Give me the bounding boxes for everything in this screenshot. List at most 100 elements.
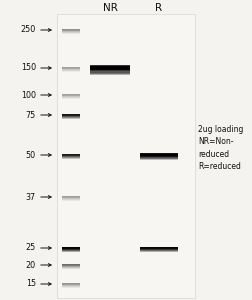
Bar — [62, 33, 80, 34]
Bar — [62, 115, 80, 116]
Bar — [90, 69, 130, 70]
Bar — [62, 98, 80, 99]
Bar — [90, 72, 130, 73]
Bar — [62, 68, 80, 69]
Bar — [90, 74, 130, 75]
Bar — [62, 30, 80, 31]
Bar — [62, 265, 80, 266]
Bar — [62, 29, 80, 30]
Bar — [90, 71, 130, 72]
Bar — [140, 248, 178, 249]
Bar — [140, 153, 178, 154]
Bar — [140, 154, 178, 155]
Bar — [62, 158, 80, 159]
Bar — [62, 71, 80, 72]
Bar — [62, 67, 80, 68]
Bar — [62, 94, 80, 95]
Bar — [62, 268, 80, 269]
Bar — [62, 95, 80, 96]
Bar — [62, 94, 80, 95]
Bar — [62, 249, 80, 250]
Bar — [62, 198, 80, 199]
Bar — [62, 154, 80, 155]
Bar — [62, 69, 80, 70]
Bar — [62, 286, 80, 287]
Bar — [62, 250, 80, 251]
Bar — [140, 158, 178, 159]
Bar — [62, 71, 80, 72]
Bar — [140, 249, 178, 250]
Bar — [62, 267, 80, 268]
Bar — [62, 32, 80, 33]
Bar — [62, 283, 80, 284]
Bar — [62, 196, 80, 197]
Bar — [62, 31, 80, 32]
Bar — [62, 199, 80, 200]
Bar — [62, 117, 80, 118]
Bar — [62, 70, 80, 71]
Bar — [62, 158, 80, 159]
Text: NR: NR — [103, 3, 117, 13]
Bar — [62, 33, 80, 34]
Bar — [140, 157, 178, 158]
Bar — [62, 247, 80, 248]
Bar — [62, 71, 80, 72]
Bar — [62, 156, 80, 157]
Bar — [90, 68, 130, 69]
Text: 37: 37 — [26, 193, 36, 202]
Bar — [140, 155, 178, 156]
Bar — [62, 157, 80, 158]
Bar — [62, 118, 80, 119]
Bar — [62, 96, 80, 97]
Bar — [62, 247, 80, 248]
Bar — [90, 66, 130, 67]
Bar — [62, 198, 80, 199]
Bar — [62, 287, 80, 288]
Bar — [62, 32, 80, 33]
Bar — [62, 248, 80, 249]
Bar — [62, 251, 80, 252]
Bar — [62, 154, 80, 155]
Bar — [62, 196, 80, 197]
Text: 2ug loading
NR=Non-
reduced
R=reduced: 2ug loading NR=Non- reduced R=reduced — [198, 125, 243, 171]
Bar — [90, 67, 130, 68]
Bar — [90, 65, 130, 66]
Bar — [62, 285, 80, 286]
Bar — [140, 154, 178, 155]
Bar — [62, 69, 80, 70]
Bar — [62, 114, 80, 115]
Bar — [62, 97, 80, 98]
Bar — [62, 114, 80, 115]
Bar — [62, 31, 80, 32]
Bar — [62, 251, 80, 252]
Bar — [90, 67, 130, 68]
Bar — [62, 98, 80, 99]
Bar — [62, 196, 80, 197]
Bar — [62, 31, 80, 32]
Bar — [62, 118, 80, 119]
Bar — [62, 67, 80, 68]
Bar — [62, 200, 80, 201]
Bar — [140, 250, 178, 251]
Bar — [62, 198, 80, 199]
Bar — [62, 155, 80, 156]
Bar — [62, 199, 80, 200]
Bar — [62, 284, 80, 285]
Bar — [62, 198, 80, 199]
Bar — [62, 250, 80, 251]
Bar — [62, 158, 80, 159]
Bar — [62, 196, 80, 197]
Bar — [140, 249, 178, 250]
Text: 250: 250 — [21, 26, 36, 34]
Bar — [62, 200, 80, 201]
Bar — [140, 158, 178, 159]
Bar — [62, 30, 80, 31]
Bar — [140, 250, 178, 251]
Bar — [140, 251, 178, 252]
Bar — [62, 31, 80, 32]
Bar — [62, 116, 80, 117]
Bar — [140, 156, 178, 157]
Bar — [62, 248, 80, 249]
Text: 20: 20 — [26, 260, 36, 269]
Bar — [140, 159, 178, 160]
